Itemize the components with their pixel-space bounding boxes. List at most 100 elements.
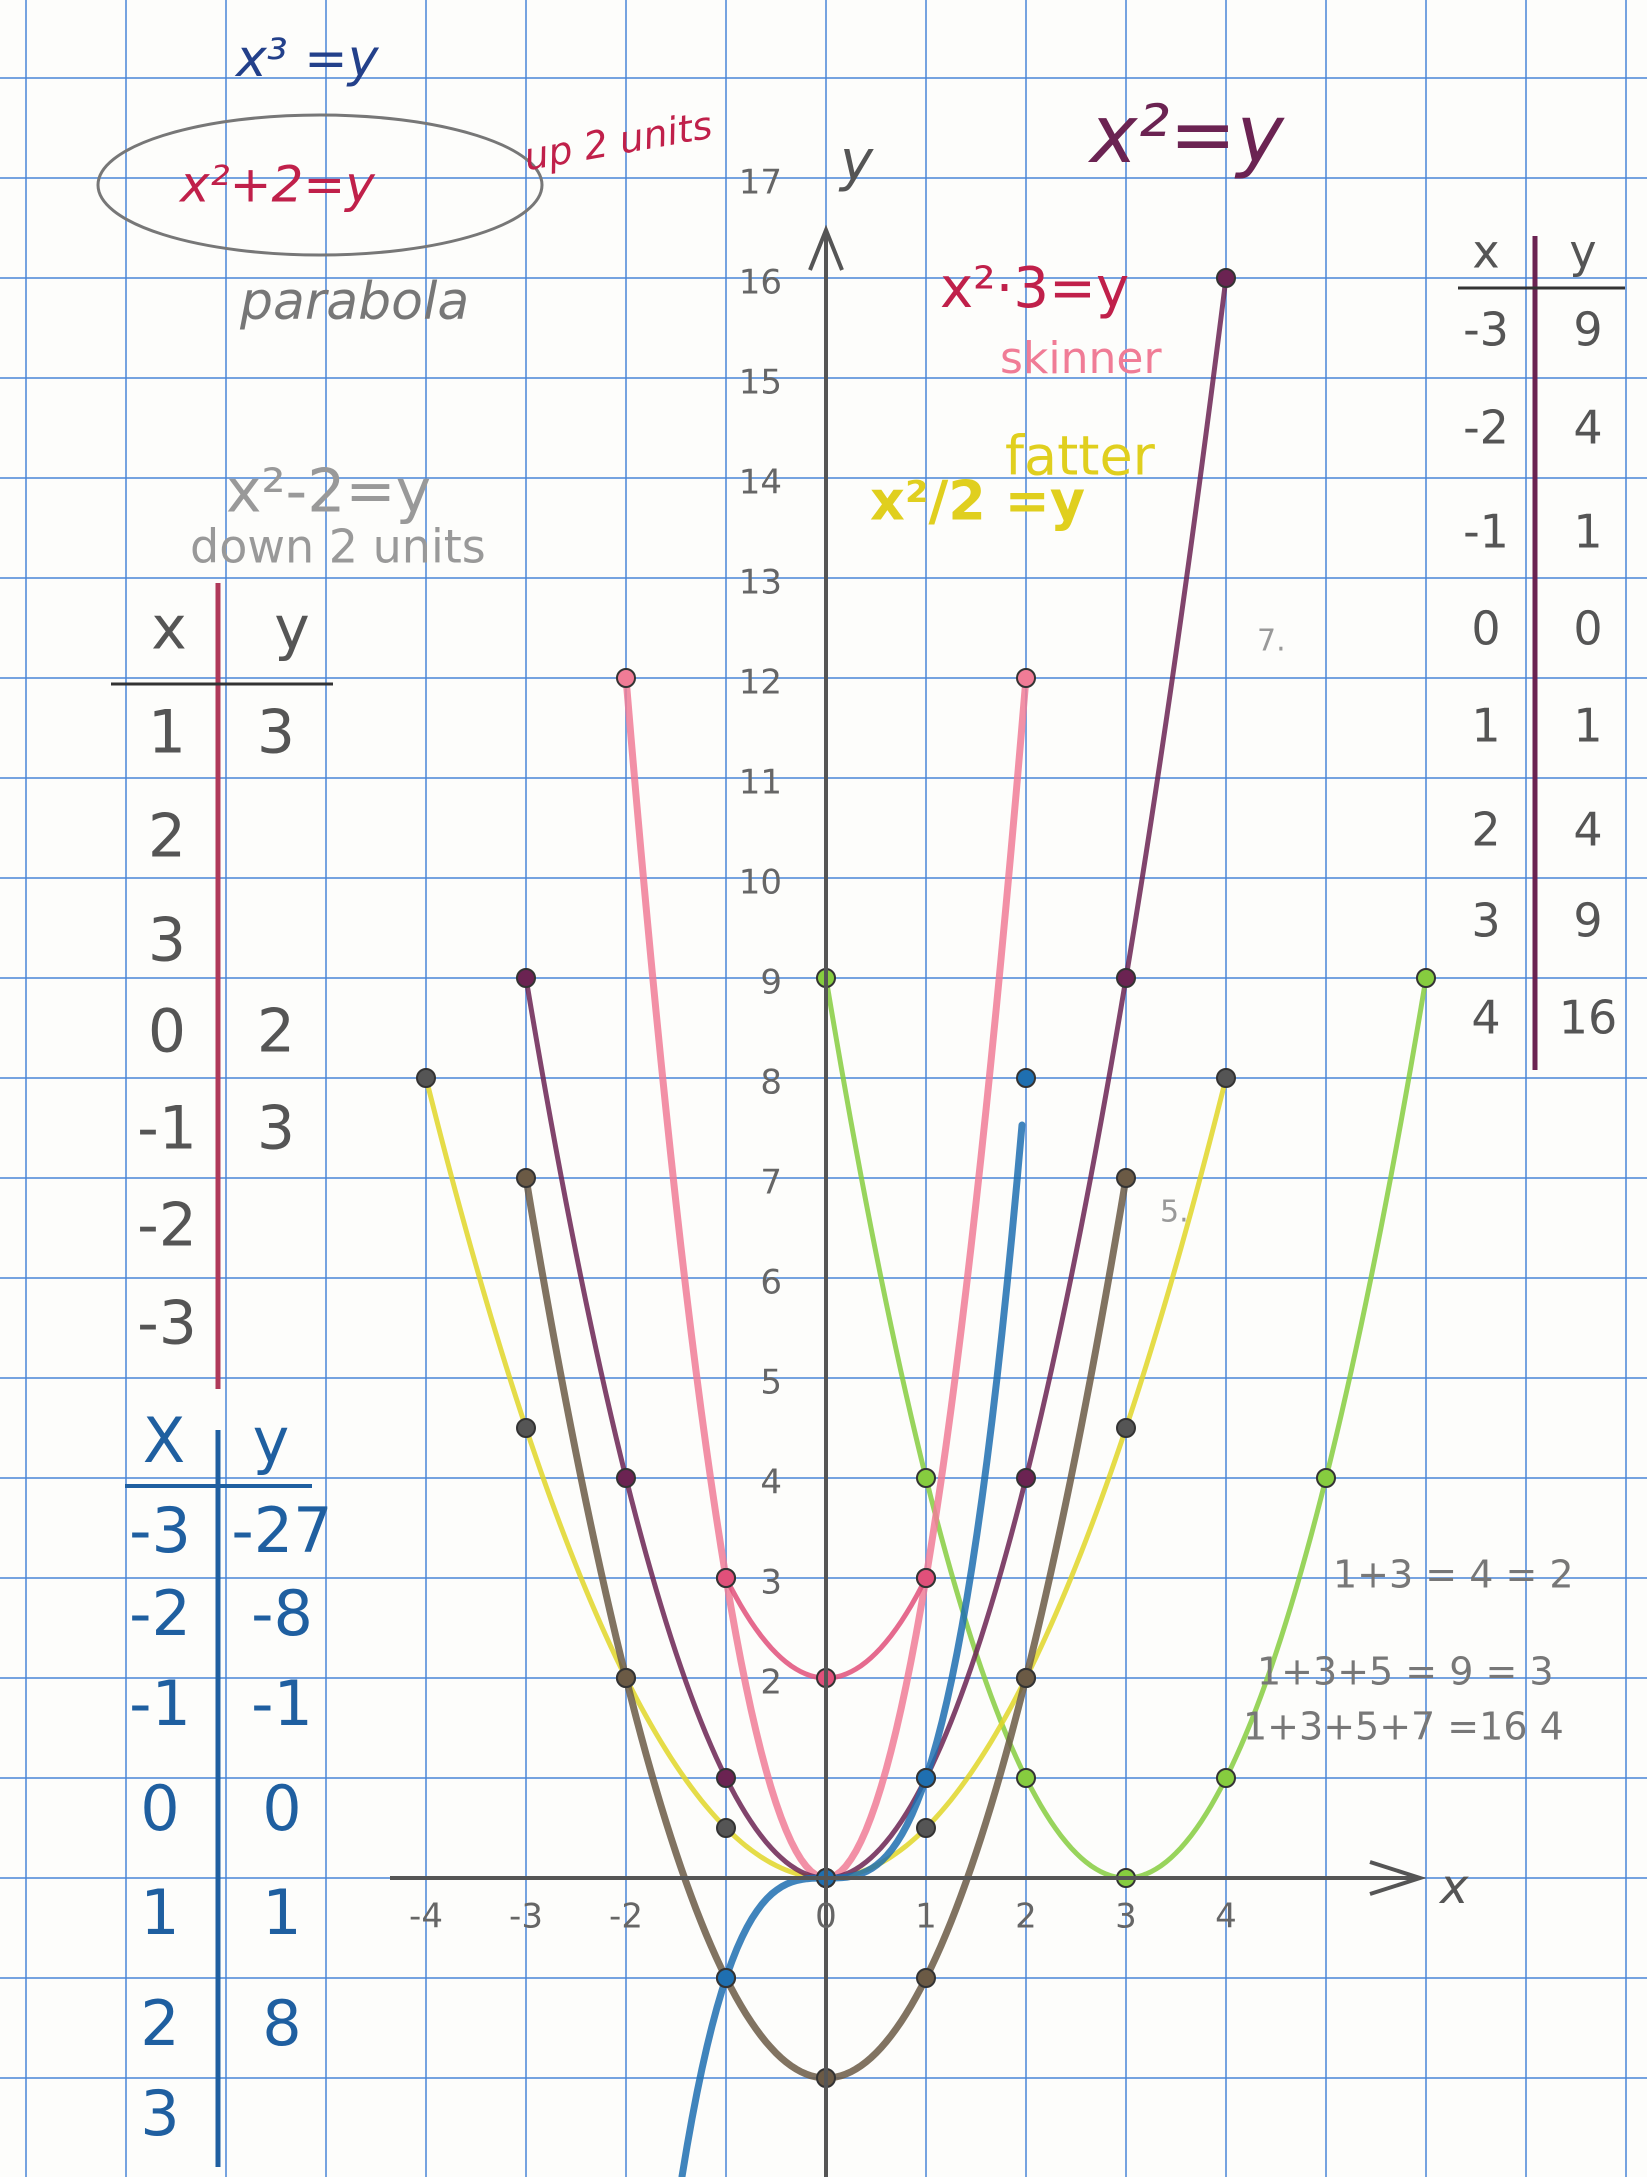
curve-point [916, 1818, 936, 1838]
y-tick-label: 5 [760, 1363, 782, 1403]
table-header: y [253, 1404, 290, 1477]
table-cell: 3 [257, 1094, 295, 1164]
table-cell: -8 [251, 1577, 313, 1650]
curve-point [516, 1418, 536, 1438]
curve-point [1216, 1068, 1236, 1088]
x-tick-label: 1 [915, 1897, 937, 1937]
x-axis-label: x [1438, 1859, 1469, 1915]
y-arrow [808, 224, 844, 271]
y-axis-label: y [838, 129, 874, 194]
curve-point [1116, 1418, 1136, 1438]
table-cell: -3 [1463, 303, 1509, 357]
curve-point [1016, 668, 1036, 688]
curve-point [1116, 1168, 1136, 1188]
curve-point [416, 1068, 436, 1088]
table-cell: 3 [140, 2077, 179, 2150]
table-cell: 1 [148, 698, 186, 768]
y-tick-label: 13 [739, 563, 782, 603]
curve-point [716, 1818, 736, 1838]
x-tick-label: -2 [609, 1897, 643, 1937]
y-tick-label: 16 [739, 263, 782, 303]
table-cell: 3 [148, 906, 186, 976]
table-cell: 2 [1471, 803, 1500, 857]
table-cell: -1 [1463, 505, 1509, 559]
x-tick-label: 0 [815, 1897, 837, 1937]
shift-down-note: down 2 units [190, 520, 486, 574]
curve [523, 275, 1229, 1881]
x-tick-label: 4 [1215, 1897, 1237, 1937]
y-tick-label: 10 [739, 863, 782, 903]
skinny-note: skinner [1000, 333, 1162, 384]
x-tick-label: 2 [1015, 1897, 1037, 1937]
y-tick-label: 15 [739, 363, 782, 403]
y-tick-label: 7 [760, 1163, 782, 1203]
sum-note: 1+3+5 = 9 = 3 [1257, 1650, 1554, 1694]
curve-point [1116, 968, 1136, 988]
table-cell: 2 [140, 1987, 179, 2060]
curve-point [1316, 1468, 1336, 1488]
table-cell: 9 [1573, 894, 1602, 948]
table-cell: 0 [262, 1772, 301, 1845]
y-tick-label: 11 [739, 763, 782, 803]
x-tick-label: 3 [1115, 1897, 1137, 1937]
curve-point [1016, 1068, 1036, 1088]
curve-point [516, 1168, 536, 1188]
table-header: y [1569, 225, 1596, 279]
table-cell: 2 [148, 802, 186, 872]
table-header: x [1472, 225, 1499, 279]
x-arrow [1369, 1860, 1427, 1896]
circle-mark [96, 113, 544, 257]
table-cell: 1 [1471, 699, 1500, 753]
table-cell: 0 [1471, 602, 1500, 656]
curve-point [1216, 268, 1236, 288]
table-header: y [274, 594, 310, 664]
stray-mark: 7. [1257, 624, 1286, 659]
table-cell: -2 [137, 1191, 197, 1261]
shift-down-equation: x²-2=y [226, 457, 431, 527]
skinny-equation: x²·3=y [940, 256, 1129, 321]
stray-mark: 5. [1160, 1195, 1189, 1230]
curve-point [1416, 968, 1436, 988]
y-tick-label: 17 [739, 163, 782, 203]
table-cell: 1 [1573, 505, 1602, 559]
table-cell: -1 [251, 1667, 313, 1740]
y-tick-label: 9 [760, 963, 782, 1003]
y-tick-label: 4 [760, 1463, 782, 1503]
x-tick-label: -4 [409, 1897, 443, 1937]
x-tick-label: -3 [509, 1897, 543, 1937]
cube-equation: x³ =y [234, 29, 380, 89]
sum-note: 1+3+5+7 =16 4 [1243, 1705, 1564, 1749]
curve-point [1016, 1668, 1036, 1688]
fat-note: fatter [1005, 425, 1156, 488]
y-tick-label: 2 [760, 1663, 782, 1703]
curve-point [616, 1468, 636, 1488]
curve-point [916, 1768, 936, 1788]
table-cell: 1 [1573, 699, 1602, 753]
curve-point [716, 1968, 736, 1988]
fat-equation: x²/2 =y [870, 470, 1085, 533]
curve-point [616, 1668, 636, 1688]
table-cell: -2 [1463, 401, 1509, 455]
table-cell: 4 [1573, 401, 1602, 455]
curve-point [916, 1568, 936, 1588]
y-tick-label: 14 [739, 463, 782, 503]
table-cell: -2 [129, 1577, 191, 1650]
table-cell: 16 [1559, 991, 1618, 1045]
curve-point [1016, 1768, 1036, 1788]
table-cell: 3 [1471, 894, 1500, 948]
curve-point [916, 1968, 936, 1988]
table-cell: -27 [231, 1494, 332, 1567]
table-cell: 2 [257, 997, 295, 1067]
curve-point [516, 968, 536, 988]
table-header: X [143, 1404, 185, 1477]
table-cell: 9 [1573, 303, 1602, 357]
table-cell: 0 [148, 997, 186, 1067]
curve-point [1016, 1468, 1036, 1488]
table-cell: -3 [137, 1289, 197, 1359]
table-cell: -1 [137, 1094, 197, 1164]
shift-up-equation: x²+2=y [178, 156, 376, 214]
table-cell: -3 [129, 1494, 191, 1567]
